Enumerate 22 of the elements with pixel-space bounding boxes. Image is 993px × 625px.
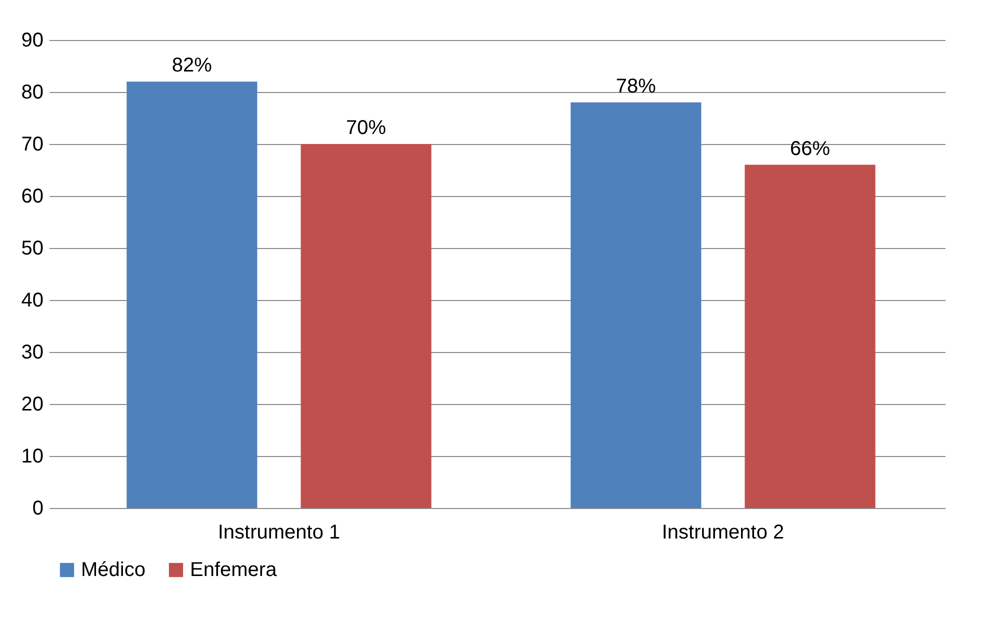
bar: [300, 144, 432, 508]
legend-label: Médico: [81, 559, 146, 581]
y-tick-label: 50: [21, 238, 44, 260]
y-tick-label: 20: [21, 394, 44, 416]
bar: [570, 102, 702, 508]
y-tick-label: 40: [21, 290, 44, 312]
data-label: 78%: [616, 75, 656, 98]
y-tick-label: 70: [21, 134, 44, 156]
bar: [744, 164, 876, 508]
data-label: 66%: [790, 138, 830, 160]
y-tick-label: 80: [21, 82, 44, 104]
y-tick-label: 0: [32, 498, 44, 520]
y-tick-label: 60: [21, 186, 44, 208]
x-tick-label: Instrumento 2: [662, 522, 784, 544]
x-tick-label: Instrumento 1: [218, 522, 340, 544]
data-label: 82%: [172, 54, 212, 77]
legend-label: Enfemera: [190, 559, 278, 581]
y-tick-label: 90: [21, 30, 44, 52]
y-tick-label: 30: [21, 342, 44, 364]
y-tick-label: 10: [21, 446, 44, 468]
data-label: 70%: [346, 117, 386, 139]
bar: [126, 82, 258, 508]
